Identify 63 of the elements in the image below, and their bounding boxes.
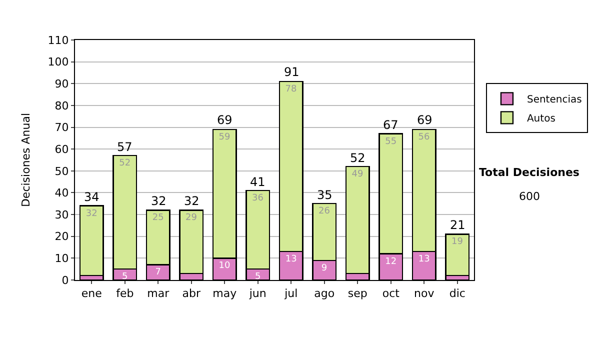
y-tick-label: 100 <box>48 56 69 69</box>
y-tick-label: 110 <box>48 34 69 47</box>
data-label: 29 <box>186 213 198 224</box>
y-tick-label: 0 <box>62 274 69 287</box>
y-tick-label: 60 <box>54 142 69 156</box>
y-tick-label: 10 <box>54 252 69 266</box>
y-tick-label: 90 <box>54 77 69 90</box>
bar <box>445 234 470 276</box>
x-tick-label: feb <box>116 287 134 300</box>
data-label: 36 <box>252 194 264 204</box>
x-tick-label: abr <box>182 287 201 300</box>
total-label: 67 <box>383 118 398 132</box>
total-label: 52 <box>350 151 366 165</box>
legend-label: Autos <box>526 114 556 125</box>
y-tick-label: 20 <box>54 230 69 244</box>
total-label: 69 <box>217 113 232 127</box>
x-tick-label: ene <box>81 287 102 300</box>
total-label: 69 <box>417 113 432 127</box>
data-label: 59 <box>218 132 230 142</box>
data-label: 9 <box>321 263 328 274</box>
data-label: 78 <box>285 84 297 94</box>
data-label: 32 <box>86 208 98 219</box>
x-tick-label: dic <box>449 287 466 300</box>
total-label: 34 <box>84 190 100 204</box>
text: Total Decisiones <box>479 166 580 179</box>
total-label: 41 <box>250 175 266 189</box>
y-tick-label: 30 <box>54 208 69 222</box>
data-label: 25 <box>152 213 164 224</box>
y-tick-label: 40 <box>54 186 69 200</box>
total-label: 91 <box>284 65 300 79</box>
data-label: 13 <box>418 254 430 265</box>
y-axis-title: Decisiones Anual <box>19 112 32 208</box>
total-label: 32 <box>184 194 200 208</box>
data-label: 12 <box>385 256 397 267</box>
x-tick-label: jun <box>248 287 266 300</box>
data-label: 55 <box>385 136 397 147</box>
y-tick-label: 70 <box>54 121 69 134</box>
data-label: 26 <box>318 206 330 217</box>
total-label: 32 <box>151 194 166 208</box>
total-label: 57 <box>117 140 132 154</box>
x-tick-label: jul <box>284 287 298 300</box>
data-label: 56 <box>418 132 430 142</box>
x-tick-label: nov <box>414 287 435 300</box>
data-label: 19 <box>452 237 464 248</box>
x-tick-label: may <box>212 287 238 300</box>
data-label: 13 <box>285 254 297 265</box>
data-label: 5 <box>255 272 261 282</box>
y-tick-label: 80 <box>54 99 69 112</box>
x-tick-label: ago <box>314 287 335 300</box>
x-tick-label: mar <box>147 287 170 300</box>
data-label: 7 <box>155 268 161 278</box>
total-label: 35 <box>317 188 332 202</box>
data-label: 49 <box>352 170 364 180</box>
data-label: 5 <box>122 272 128 282</box>
data-label: 52 <box>119 158 131 169</box>
data-label: 10 <box>218 261 230 272</box>
text: 600 <box>519 190 540 203</box>
x-tick-label: oct <box>382 287 400 300</box>
bar <box>79 205 104 276</box>
x-tick-label: sep <box>348 287 368 300</box>
y-tick-label: 50 <box>54 164 69 178</box>
total-label: 21 <box>450 218 466 232</box>
legend-label: Sentencias <box>526 94 582 106</box>
